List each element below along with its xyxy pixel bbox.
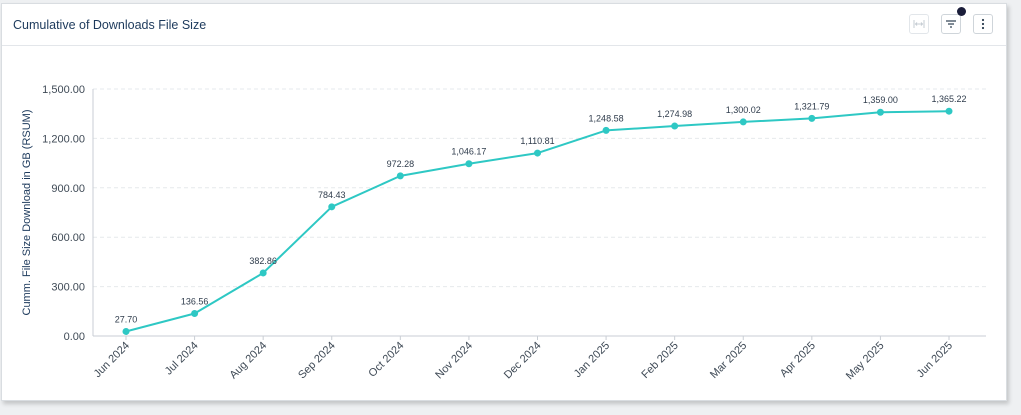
data-label: 1,359.00: [863, 95, 898, 105]
y-tick-label: 0.00: [64, 331, 85, 343]
filter-lines-icon: [945, 19, 957, 29]
data-label: 972.28: [387, 159, 415, 169]
x-tick-label: Jun 2024: [92, 340, 132, 380]
data-point: [259, 269, 267, 277]
data-point: [396, 172, 404, 180]
data-point: [945, 107, 953, 115]
x-tick-label: May 2025: [844, 340, 887, 383]
expand-button[interactable]: [909, 14, 929, 34]
x-tick-label: Feb 2025: [639, 340, 680, 381]
y-tick-label: 1,200.00: [42, 133, 85, 145]
data-label: 1,248.58: [589, 113, 624, 123]
data-label: 784.43: [318, 190, 346, 200]
x-tick-label: Jan 2025: [572, 340, 612, 380]
data-label: 1,321.79: [794, 101, 829, 111]
data-label: 1,046.17: [451, 147, 486, 157]
data-label: 382.86: [249, 256, 277, 266]
x-tick-label: Dec 2024: [502, 340, 544, 382]
data-label: 27.70: [115, 314, 138, 324]
x-tick-label: Jun 2025: [915, 340, 955, 380]
data-point: [122, 327, 130, 335]
y-tick-label: 600.00: [51, 232, 85, 244]
data-label: 136.56: [181, 297, 209, 307]
x-tick-label: Sep 2024: [296, 340, 338, 382]
x-tick-label: Jul 2024: [163, 340, 201, 378]
x-tick-label: Apr 2025: [778, 340, 818, 380]
data-point: [602, 126, 610, 134]
y-tick-label: 900.00: [51, 183, 85, 195]
data-point: [534, 149, 541, 157]
y-tick-label: 300.00: [51, 282, 85, 294]
data-point: [671, 122, 679, 130]
more-options-button[interactable]: [973, 14, 993, 34]
x-tick-label: Mar 2025: [708, 340, 749, 381]
x-tick-label: Nov 2024: [433, 340, 475, 382]
x-tick-label: Aug 2024: [227, 340, 269, 382]
chart-title: Cumulative of Downloads File Size: [13, 18, 207, 32]
data-point: [808, 114, 816, 122]
data-point: [328, 203, 336, 211]
y-tick-label: 1,500.00: [42, 84, 85, 96]
data-point: [739, 118, 747, 126]
data-point: [876, 108, 884, 116]
expand-horizontal-icon: [913, 19, 925, 29]
data-label: 1,274.98: [657, 109, 692, 119]
chart-card: Cumulative of Downloads File Size: [1, 3, 1007, 401]
x-tick-label: Oct 2024: [366, 340, 406, 380]
filter-button[interactable]: [941, 14, 961, 34]
data-label: 1,300.02: [726, 105, 761, 115]
y-axis-title: Cumm. File Size Download in GB (RSUM): [21, 110, 33, 316]
data-label: 1,110.81: [520, 136, 554, 146]
data-point: [191, 310, 199, 318]
data-point: [465, 160, 473, 168]
filter-active-badge: [957, 7, 966, 16]
card-header: Cumulative of Downloads File Size: [2, 4, 1006, 46]
data-label: 1,365.22: [931, 94, 966, 104]
vertical-ellipsis-icon: [981, 18, 985, 30]
